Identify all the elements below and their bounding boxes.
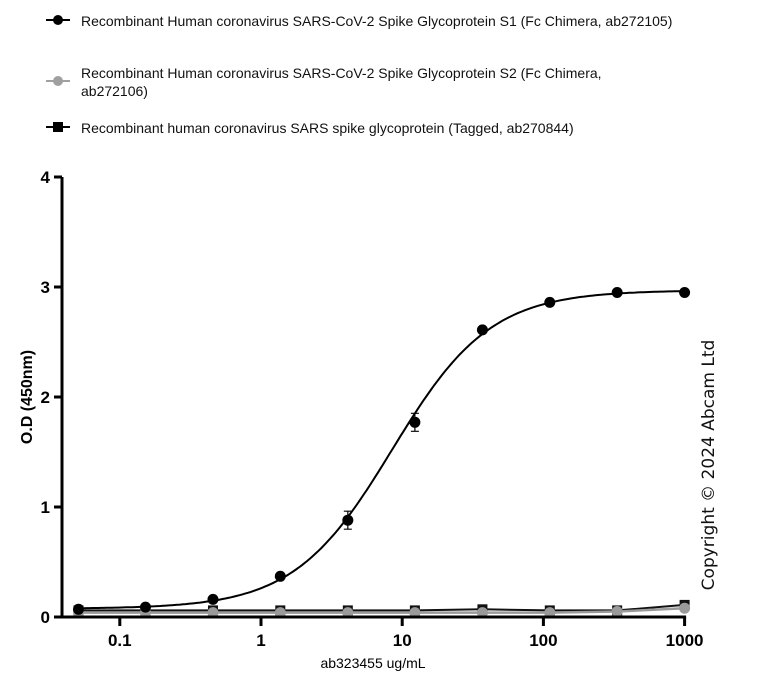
s2-circle-marker xyxy=(409,607,421,619)
black-circle-marker-icon xyxy=(44,12,72,28)
x-tick-label: 0.1 xyxy=(108,631,132,650)
x-axis-label: ab323455 ug/mL xyxy=(320,655,425,671)
s2-circle-marker xyxy=(679,602,691,614)
x-tick-label: 100 xyxy=(529,631,557,650)
y-axis-label: O.D (450nm) xyxy=(19,350,36,444)
s1-circle-marker xyxy=(476,324,488,336)
s1-circle-marker xyxy=(679,287,691,298)
x-tick-label: 1 xyxy=(256,631,265,650)
legend-item-sars: Recombinant human coronavirus SARS spike… xyxy=(44,119,761,137)
s1-circle-marker xyxy=(207,593,219,605)
legend-label: Recombinant Human coronavirus SARS-CoV-2… xyxy=(81,13,673,29)
y-tick-label: 0 xyxy=(41,608,50,627)
s1-circle-marker xyxy=(139,601,151,613)
sars-curve xyxy=(78,603,685,612)
legend-label: Recombinant human coronavirus SARS spike… xyxy=(81,120,574,136)
legend-label: Recombinant Human coronavirus SARS-CoV-2… xyxy=(81,65,602,99)
s2-circle-marker xyxy=(544,607,556,619)
copyright-watermark: Copyright © 2024 Abcam Ltd xyxy=(699,339,719,591)
s2-circle-marker xyxy=(476,607,488,619)
s1-circle-marker xyxy=(342,514,354,526)
y-tick-label: 2 xyxy=(41,388,50,407)
s1-circle-marker xyxy=(544,296,556,308)
s2-circle-marker xyxy=(274,607,286,619)
s2-circle-marker xyxy=(207,607,219,619)
gray-circle-marker-icon xyxy=(44,73,72,89)
s2-circle-marker xyxy=(611,606,623,617)
x-tick-label: 10 xyxy=(393,631,412,650)
y-tick-label: 4 xyxy=(41,168,51,187)
black-square-marker-icon xyxy=(44,119,72,135)
s1-circle-marker xyxy=(73,603,85,615)
s2-circle-marker xyxy=(342,607,354,619)
legend-item-s2: Recombinant Human coronavirus SARS-CoV-2… xyxy=(44,64,641,100)
y-tick-label: 3 xyxy=(41,278,50,297)
s2-curve xyxy=(78,606,685,614)
s1-fit-curve xyxy=(78,290,683,610)
legend-item-s1: Recombinant Human coronavirus SARS-CoV-2… xyxy=(44,12,761,30)
s1-circle-marker xyxy=(274,570,286,582)
y-tick-label: 1 xyxy=(41,498,50,517)
s1-circle-marker xyxy=(409,416,421,428)
x-tick-label: 1000 xyxy=(666,631,704,650)
s1-circle-marker xyxy=(611,287,623,298)
